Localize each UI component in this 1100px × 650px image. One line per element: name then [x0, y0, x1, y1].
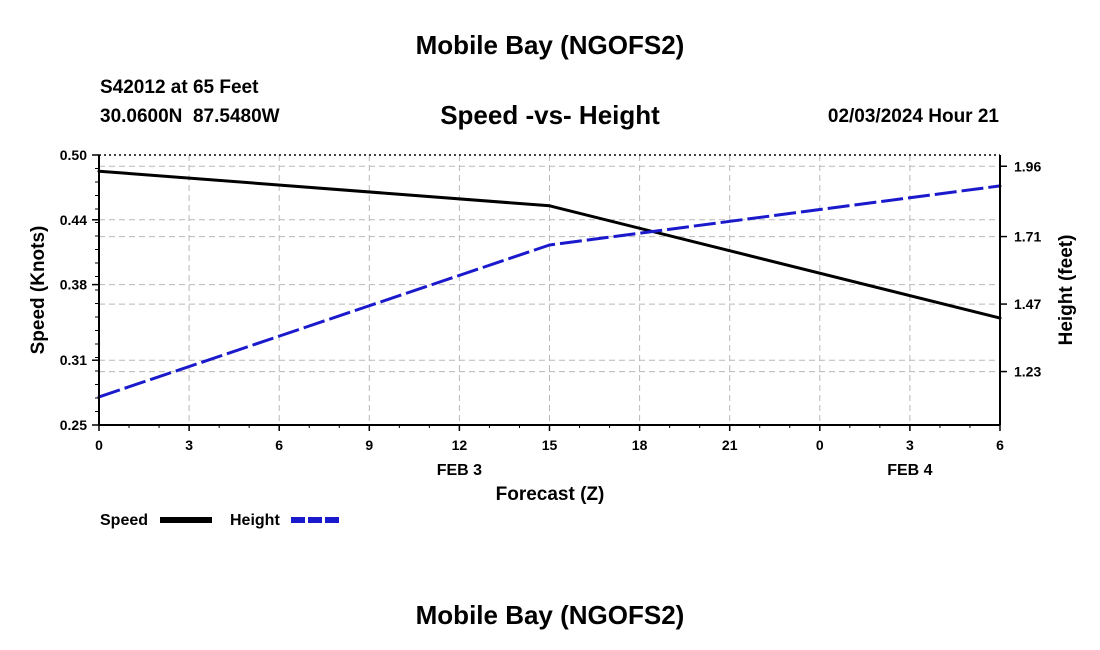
x-tick-label: 0 [95, 437, 103, 453]
station-label: S42012 at 65 Feet [100, 77, 259, 98]
y-right-tick-label: 1.47 [1014, 296, 1041, 312]
x-tick-label: 18 [632, 437, 648, 453]
y-right-tick-label: 1.71 [1014, 229, 1041, 245]
legend-speed-label: Speed [100, 512, 148, 529]
y-left-tick-label: 0.31 [60, 352, 87, 368]
y-axis-left-title: Speed (Knots) [28, 226, 49, 355]
x-day-label: FEB 4 [887, 462, 932, 479]
y-left-tick-label: 0.50 [60, 147, 87, 163]
y-left-tick-label: 0.44 [60, 212, 87, 228]
series-layer [97, 169, 1002, 399]
x-tick-label: 12 [452, 437, 468, 453]
y-left-tick-label: 0.38 [60, 277, 87, 293]
grid-lines [99, 155, 1000, 425]
data-point-speed [548, 204, 551, 208]
data-point-height [548, 243, 551, 247]
x-tick-label: 3 [906, 437, 914, 453]
legend-height-label: Height [230, 512, 280, 529]
coordinates-label: 30.0600N 87.5480W [100, 106, 280, 127]
x-tick-label: 15 [542, 437, 558, 453]
footer-title: Mobile Bay (NGOFS2) [415, 600, 685, 630]
x-day-label: FEB 3 [437, 462, 482, 479]
x-tick-label: 3 [185, 437, 193, 453]
x-tick-label: 9 [365, 437, 373, 453]
y-right-tick-label: 1.96 [1014, 158, 1041, 174]
x-tick-label: 6 [996, 437, 1004, 453]
x-tick-label: 0 [816, 437, 824, 453]
chart-subtitle: Speed -vs- Height [440, 100, 660, 130]
chart-title: Mobile Bay (NGOFS2) [415, 30, 685, 60]
forecast-datetime: 02/03/2024 Hour 21 [827, 106, 999, 127]
x-tick-label: 6 [275, 437, 283, 453]
x-axis-title: Forecast (Z) [496, 484, 605, 505]
y-axis-right-title: Height (feet) [1056, 235, 1077, 346]
axis-labels: 0 3 6 9 12 15 18 21 0 3 6 FEB 3 FEB 4 0.50 0.44 0.38 0.3… [60, 147, 1042, 479]
y-left-tick-label: 0.25 [60, 417, 87, 433]
x-tick-label: 21 [722, 437, 738, 453]
y-right-tick-label: 1.23 [1014, 364, 1041, 380]
axis-ticks [92, 154, 1007, 431]
